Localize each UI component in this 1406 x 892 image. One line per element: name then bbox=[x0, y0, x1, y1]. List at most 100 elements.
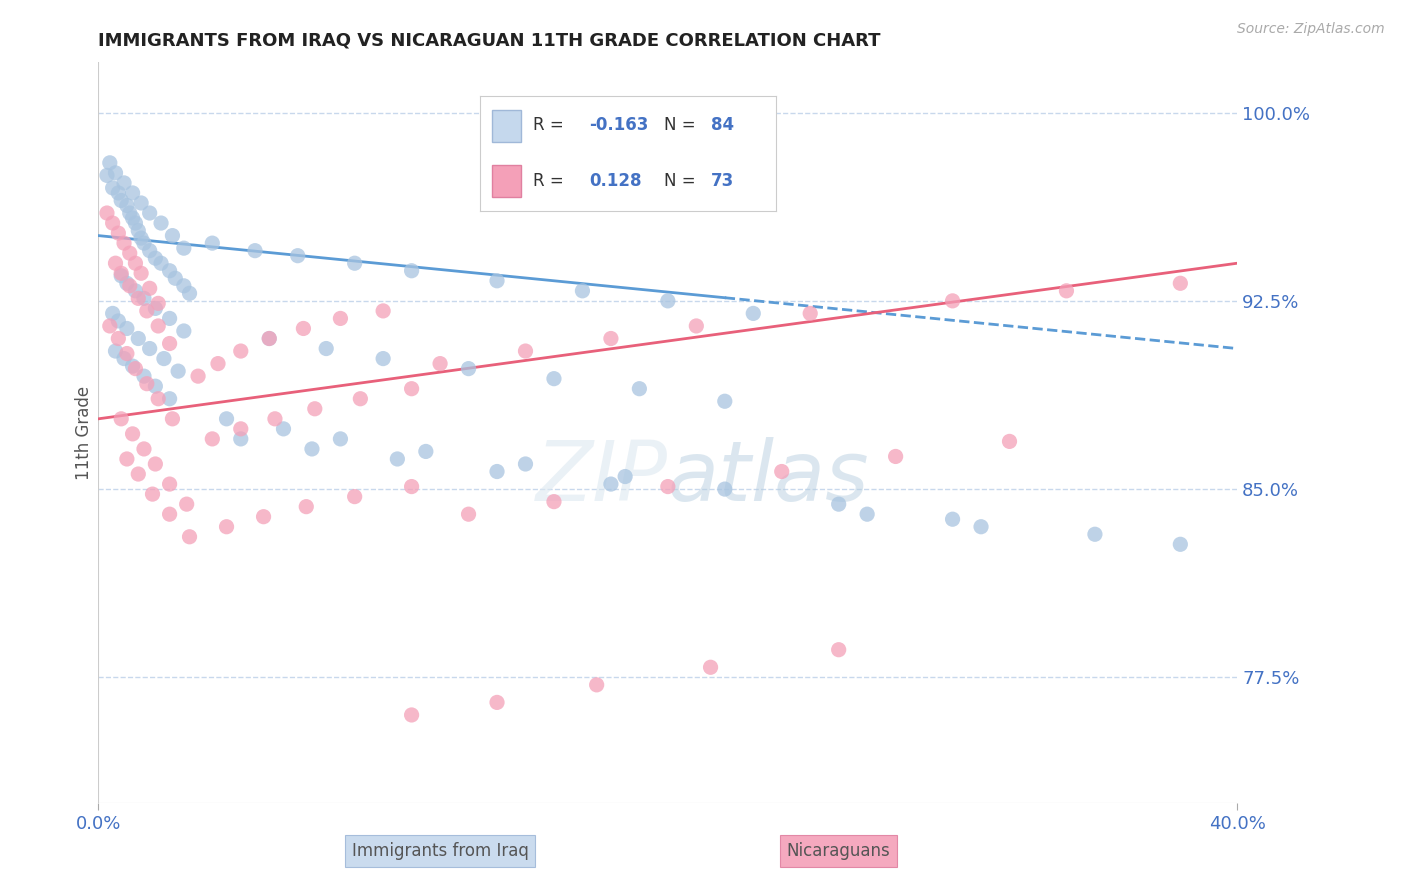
Point bbox=[628, 382, 651, 396]
Point bbox=[176, 497, 198, 511]
Point bbox=[179, 286, 201, 301]
Point bbox=[970, 520, 993, 534]
Point bbox=[884, 450, 907, 464]
Point bbox=[292, 321, 315, 335]
Point bbox=[132, 442, 155, 456]
Point bbox=[343, 490, 366, 504]
Point bbox=[264, 412, 287, 426]
Point bbox=[315, 342, 337, 356]
Text: IMMIGRANTS FROM IRAQ VS NICARAGUAN 11TH GRADE CORRELATION CHART: IMMIGRANTS FROM IRAQ VS NICARAGUAN 11TH … bbox=[98, 32, 882, 50]
Point bbox=[115, 452, 138, 467]
Point bbox=[127, 224, 149, 238]
Point bbox=[107, 186, 129, 200]
Point bbox=[145, 379, 167, 393]
Point bbox=[107, 226, 129, 240]
Point bbox=[187, 369, 209, 384]
Point bbox=[614, 469, 637, 483]
Point bbox=[110, 412, 132, 426]
Point bbox=[159, 264, 181, 278]
Point bbox=[101, 181, 124, 195]
Point bbox=[129, 266, 152, 280]
Point bbox=[124, 256, 146, 270]
Point bbox=[229, 422, 252, 436]
Point bbox=[138, 281, 160, 295]
Point bbox=[457, 361, 479, 376]
Point bbox=[856, 507, 879, 521]
Point bbox=[207, 357, 229, 371]
Point bbox=[118, 246, 141, 260]
Point bbox=[107, 314, 129, 328]
Point bbox=[585, 678, 607, 692]
Point bbox=[148, 296, 170, 310]
Point bbox=[828, 497, 851, 511]
Point bbox=[173, 241, 195, 255]
Point bbox=[304, 401, 326, 416]
Point bbox=[486, 465, 509, 479]
Point bbox=[127, 291, 149, 305]
Point bbox=[301, 442, 323, 456]
Point bbox=[998, 434, 1021, 449]
Point bbox=[110, 268, 132, 283]
Point bbox=[329, 432, 352, 446]
Point bbox=[159, 336, 181, 351]
Point bbox=[201, 432, 224, 446]
Point bbox=[104, 166, 127, 180]
Point bbox=[159, 507, 181, 521]
Point bbox=[714, 394, 737, 409]
Point bbox=[115, 321, 138, 335]
Point bbox=[110, 266, 132, 280]
Point bbox=[343, 256, 366, 270]
Point bbox=[685, 318, 707, 333]
Point bbox=[215, 412, 238, 426]
Point bbox=[486, 274, 509, 288]
Point bbox=[699, 660, 721, 674]
Point bbox=[159, 392, 181, 406]
Point bbox=[127, 467, 149, 481]
Text: Source: ZipAtlas.com: Source: ZipAtlas.com bbox=[1237, 22, 1385, 37]
Point bbox=[159, 311, 181, 326]
Point bbox=[145, 251, 167, 265]
Point bbox=[115, 346, 138, 360]
Point bbox=[135, 304, 157, 318]
Point bbox=[132, 369, 155, 384]
Point bbox=[215, 520, 238, 534]
Point bbox=[121, 359, 143, 373]
Point bbox=[600, 331, 623, 345]
Point bbox=[252, 509, 274, 524]
Point bbox=[104, 256, 127, 270]
Point bbox=[141, 487, 163, 501]
Point bbox=[162, 228, 184, 243]
Text: Immigrants from Iraq: Immigrants from Iraq bbox=[352, 842, 529, 860]
Point bbox=[104, 344, 127, 359]
Point bbox=[429, 357, 451, 371]
Text: Nicaraguans: Nicaraguans bbox=[787, 842, 890, 860]
Point bbox=[243, 244, 266, 258]
Point bbox=[132, 236, 155, 251]
Point bbox=[287, 249, 309, 263]
Point bbox=[173, 278, 195, 293]
Point bbox=[127, 331, 149, 345]
Point bbox=[148, 392, 170, 406]
Point bbox=[799, 306, 821, 320]
Point bbox=[121, 211, 143, 225]
Point bbox=[112, 236, 135, 251]
Point bbox=[96, 169, 118, 183]
Point bbox=[295, 500, 318, 514]
Point bbox=[138, 206, 160, 220]
Point bbox=[770, 465, 793, 479]
Point bbox=[942, 512, 965, 526]
Point bbox=[101, 216, 124, 230]
Point bbox=[373, 304, 395, 318]
Point bbox=[387, 452, 409, 467]
Point bbox=[259, 331, 281, 345]
Point bbox=[112, 351, 135, 366]
Point bbox=[135, 376, 157, 391]
Point bbox=[401, 479, 423, 493]
Point bbox=[112, 176, 135, 190]
Point bbox=[138, 342, 160, 356]
Point bbox=[1170, 537, 1192, 551]
Point bbox=[201, 236, 224, 251]
Point bbox=[543, 372, 565, 386]
Point bbox=[515, 457, 537, 471]
Point bbox=[1084, 527, 1107, 541]
